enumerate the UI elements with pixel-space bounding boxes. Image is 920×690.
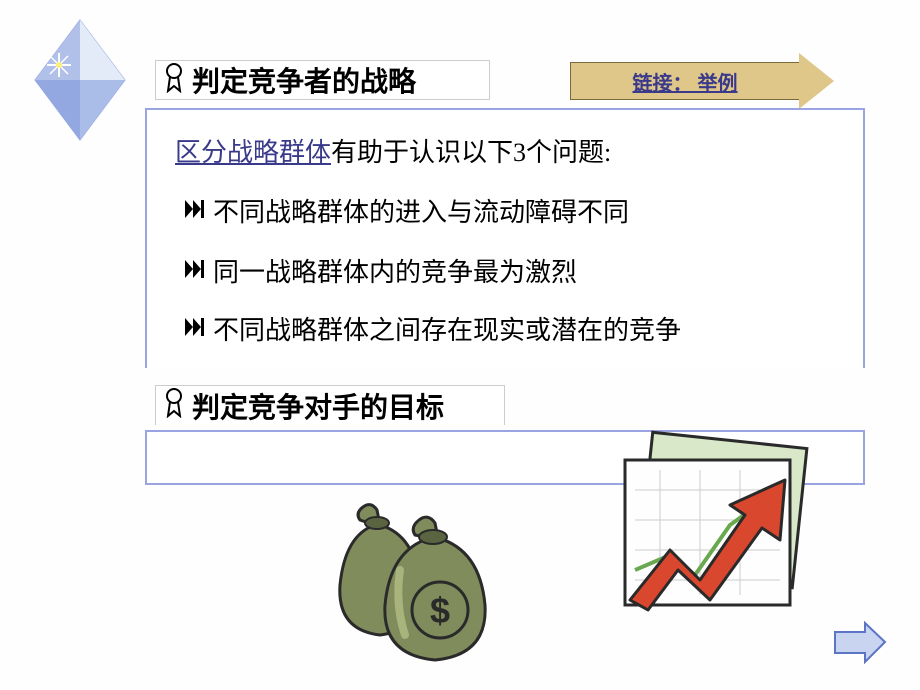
header-1-text: 判定竞争者的战略	[192, 60, 416, 100]
arrow-link-text: 链接： 举例	[633, 67, 738, 96]
section-header-1: 判定竞争者的战略	[155, 60, 490, 100]
arrow-body: 链接： 举例	[570, 62, 800, 100]
money-bags-icon: $	[305, 475, 505, 670]
diamond-decoration-icon	[25, 15, 135, 145]
bullet-2-text: 同一战略群体内的竞争最为激烈	[213, 252, 577, 289]
svg-text:$: $	[430, 590, 450, 631]
medal-icon	[164, 388, 184, 423]
bullet-icon	[185, 258, 205, 284]
next-slide-arrow[interactable]	[830, 620, 890, 670]
bullet-item-2: 同一战略群体内的竞争最为激烈	[185, 252, 577, 289]
section-header-2: 判定竞争对手的目标	[155, 385, 505, 425]
strategy-group-link[interactable]: 区分战略群体	[175, 138, 331, 167]
example-link-arrow[interactable]: 链接： 举例	[570, 60, 865, 102]
bullet-item-3: 不同战略群体之间存在现实或潜在的竞争	[185, 310, 681, 347]
bullet-icon	[185, 316, 205, 342]
bullet-3-text: 不同战略群体之间存在现实或潜在的竞争	[213, 310, 681, 347]
bullet-icon	[185, 198, 205, 224]
arrow-head-icon	[799, 53, 834, 109]
header-2-text: 判定竞争对手的目标	[192, 386, 444, 426]
intro-text: 区分战略群体有助于认识以下3个问题:	[175, 132, 611, 169]
bullet-1-text: 不同战略群体的进入与流动障碍不同	[213, 192, 629, 229]
intro-rest: 有助于认识以下3个问题:	[331, 138, 611, 167]
medal-icon	[164, 63, 184, 98]
bullet-item-1: 不同战略群体的进入与流动障碍不同	[185, 192, 629, 229]
growth-chart-icon	[600, 430, 830, 635]
